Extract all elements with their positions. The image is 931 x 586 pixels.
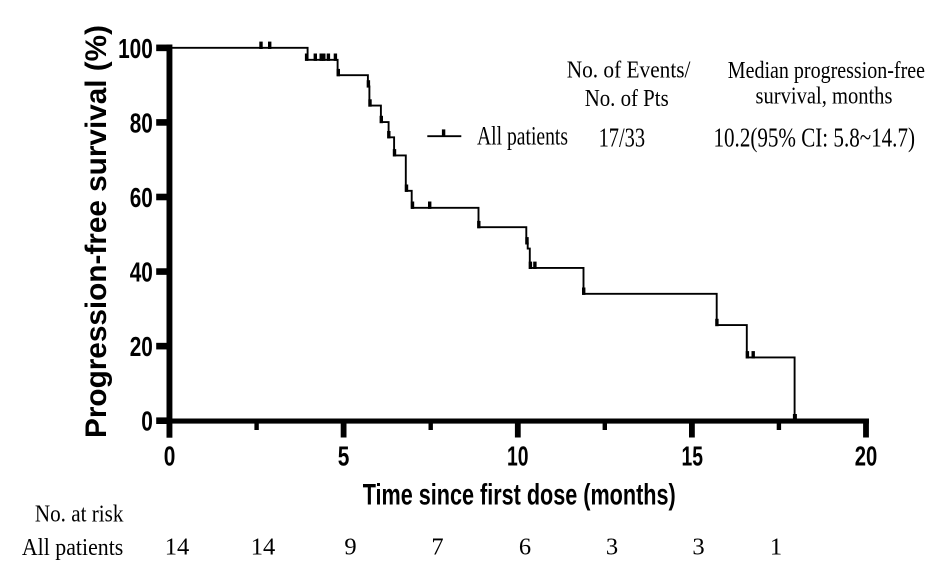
svg-text:3: 3: [692, 534, 704, 561]
svg-text:Progression-free survival (%): Progression-free survival (%): [80, 25, 113, 438]
svg-text:6: 6: [519, 534, 531, 561]
svg-text:10: 10: [507, 440, 529, 471]
svg-text:Median progression-free: Median progression-free: [728, 57, 925, 84]
svg-text:100: 100: [118, 33, 153, 64]
svg-text:No. of Pts: No. of Pts: [585, 85, 669, 112]
svg-text:3: 3: [606, 534, 618, 561]
svg-text:15: 15: [681, 440, 703, 471]
svg-text:80: 80: [130, 107, 153, 138]
svg-text:14: 14: [251, 534, 276, 561]
svg-text:0: 0: [164, 440, 176, 471]
svg-text:40: 40: [130, 256, 153, 287]
svg-text:All patients: All patients: [22, 534, 123, 561]
svg-text:14: 14: [165, 534, 190, 561]
svg-text:No. of Events/: No. of Events/: [567, 57, 691, 84]
svg-text:No. at risk: No. at risk: [35, 501, 124, 528]
svg-text:20: 20: [130, 331, 153, 362]
svg-text:9: 9: [344, 534, 356, 561]
svg-text:1: 1: [770, 534, 782, 561]
svg-text:20: 20: [855, 440, 878, 471]
svg-text:0: 0: [141, 406, 153, 437]
svg-text:10.2(95% CI: 5.8~14.7): 10.2(95% CI: 5.8~14.7): [714, 122, 916, 153]
svg-text:survival, months: survival, months: [756, 83, 893, 110]
svg-text:Time since first dose (months): Time since first dose (months): [363, 479, 676, 512]
svg-text:17/33: 17/33: [599, 122, 646, 153]
svg-text:5: 5: [338, 440, 350, 471]
svg-text:7: 7: [431, 534, 443, 561]
svg-text:60: 60: [130, 182, 153, 213]
svg-text:All patients: All patients: [477, 121, 568, 151]
